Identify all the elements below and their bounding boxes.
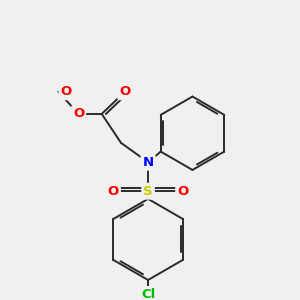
Text: O: O [73, 107, 84, 120]
Text: Cl: Cl [141, 288, 155, 300]
Text: O: O [119, 85, 130, 98]
Text: O: O [177, 185, 188, 198]
Text: O: O [60, 85, 72, 98]
Text: S: S [143, 185, 153, 198]
Text: N: N [142, 156, 154, 169]
Text: O: O [108, 185, 119, 198]
